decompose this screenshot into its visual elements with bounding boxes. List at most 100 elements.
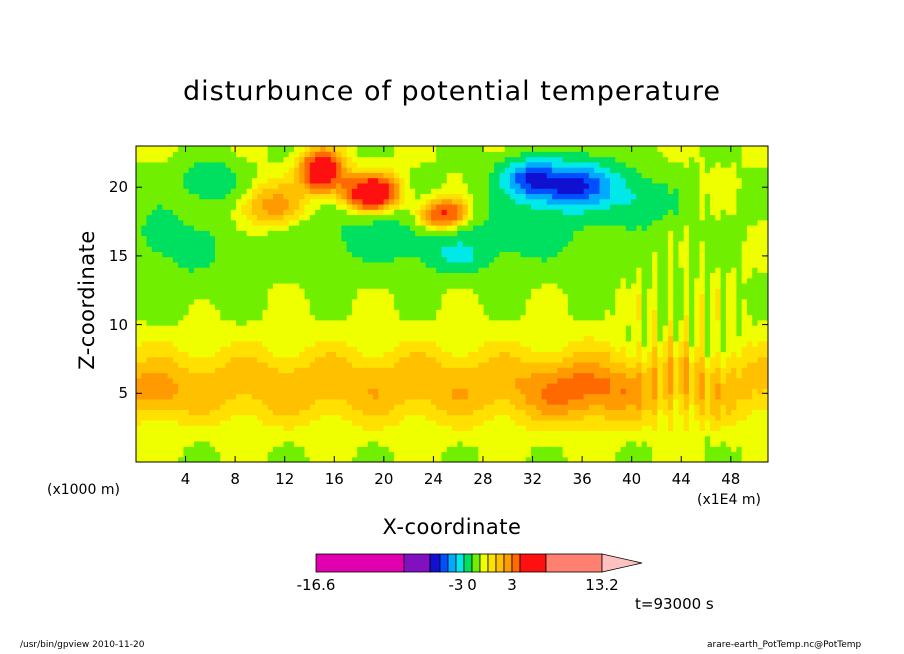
heatmap-cell [689, 267, 695, 273]
heatmap-cell [752, 340, 759, 347]
heatmap-cell [509, 414, 516, 421]
heatmap-cell [536, 361, 543, 368]
heatmap-cell [346, 309, 353, 316]
heatmap-cell [399, 340, 406, 347]
heatmap-cell [541, 419, 548, 426]
heatmap-cell [631, 404, 637, 410]
heatmap-cell [320, 367, 327, 374]
heatmap-cell [725, 383, 732, 389]
heatmap-cell [599, 335, 606, 342]
heatmap-cell [325, 351, 332, 358]
heatmap-cell [162, 440, 169, 447]
heatmap-cell [478, 351, 485, 358]
heatmap-cell [515, 361, 522, 368]
heatmap-cell [320, 340, 327, 347]
heatmap-cell [430, 314, 437, 321]
heatmap-cell [478, 377, 485, 384]
heatmap-cell [141, 251, 148, 258]
heatmap-cell [467, 256, 474, 263]
heatmap-cell [415, 456, 421, 462]
heatmap-cell [725, 435, 732, 442]
heatmap-cell [499, 425, 506, 431]
heatmap-cell [678, 335, 685, 342]
heatmap-cell [283, 425, 290, 431]
heatmap-cell [531, 256, 537, 263]
heatmap-cell [504, 414, 511, 421]
heatmap-cell [557, 272, 564, 279]
heatmap-cell [567, 346, 574, 352]
heatmap-cell [546, 383, 553, 389]
heatmap-cell [462, 288, 469, 295]
heatmap-cell [467, 288, 474, 295]
heatmap-cell [541, 435, 548, 442]
heatmap-cell [562, 435, 569, 442]
heatmap-cell [367, 314, 374, 321]
heatmap-cell [610, 377, 616, 384]
heatmap-cell [330, 282, 337, 289]
heatmap-cell [462, 404, 469, 410]
heatmap-cell [567, 377, 574, 384]
heatmap-cell [652, 246, 658, 252]
heatmap-cell [457, 446, 464, 453]
heatmap-cell [631, 440, 637, 447]
heatmap-cell [172, 261, 179, 268]
heatmap-cell [246, 388, 253, 395]
heatmap-cell [330, 309, 337, 316]
heatmap-cell [710, 304, 716, 310]
heatmap-cell [520, 251, 527, 258]
heatmap-cell [625, 319, 632, 326]
heatmap-cell [204, 361, 211, 368]
heatmap-cell [599, 372, 606, 379]
heatmap-cell [199, 340, 206, 347]
heatmap-cell [330, 240, 337, 247]
heatmap-cell [746, 340, 753, 347]
heatmap-cell [236, 304, 242, 310]
heatmap-cell [225, 240, 232, 247]
heatmap-cell [520, 246, 527, 252]
heatmap-cell [341, 393, 348, 400]
heatmap-cell [720, 325, 727, 331]
heatmap-cell [230, 293, 237, 300]
heatmap-cell [752, 325, 759, 331]
heatmap-cell [272, 272, 279, 279]
heatmap-cell [373, 356, 379, 363]
heatmap-cell [183, 456, 190, 462]
heatmap-cell [462, 298, 469, 305]
heatmap-cell [404, 388, 411, 395]
heatmap-cell [531, 346, 537, 352]
heatmap-cell [599, 288, 606, 295]
heatmap-cell [599, 398, 606, 405]
heatmap-cell [215, 351, 221, 358]
heatmap-cell [620, 446, 627, 453]
heatmap-cell [351, 456, 358, 462]
heatmap-cell [220, 267, 227, 273]
heatmap-cell [552, 440, 558, 447]
heatmap-cell [509, 351, 516, 358]
heatmap-cell [357, 367, 364, 374]
heatmap-cell [594, 388, 601, 395]
heatmap-cell [731, 246, 737, 252]
heatmap-cell [151, 298, 158, 305]
heatmap-cell [278, 404, 285, 410]
heatmap-cell [515, 398, 522, 405]
heatmap-cell [267, 351, 274, 358]
heatmap-cell [294, 346, 300, 352]
heatmap-cell [188, 430, 195, 437]
heatmap-cell [141, 404, 148, 410]
heatmap-cell [167, 240, 174, 247]
heatmap-cell [541, 377, 548, 384]
heatmap-cell [646, 398, 653, 405]
heatmap-cell [588, 319, 595, 326]
heatmap-cell [631, 372, 637, 379]
heatmap-cell [746, 304, 753, 310]
heatmap-cell [499, 261, 506, 268]
heatmap-cell [599, 351, 606, 358]
heatmap-cell [683, 246, 690, 252]
heatmap-cell [157, 298, 163, 305]
heatmap-cell [757, 409, 764, 416]
heatmap-cell [673, 261, 680, 268]
heatmap-cell [725, 298, 732, 305]
heatmap-cell [736, 361, 743, 368]
heatmap-cell [567, 325, 574, 331]
heatmap-cell [394, 388, 400, 395]
